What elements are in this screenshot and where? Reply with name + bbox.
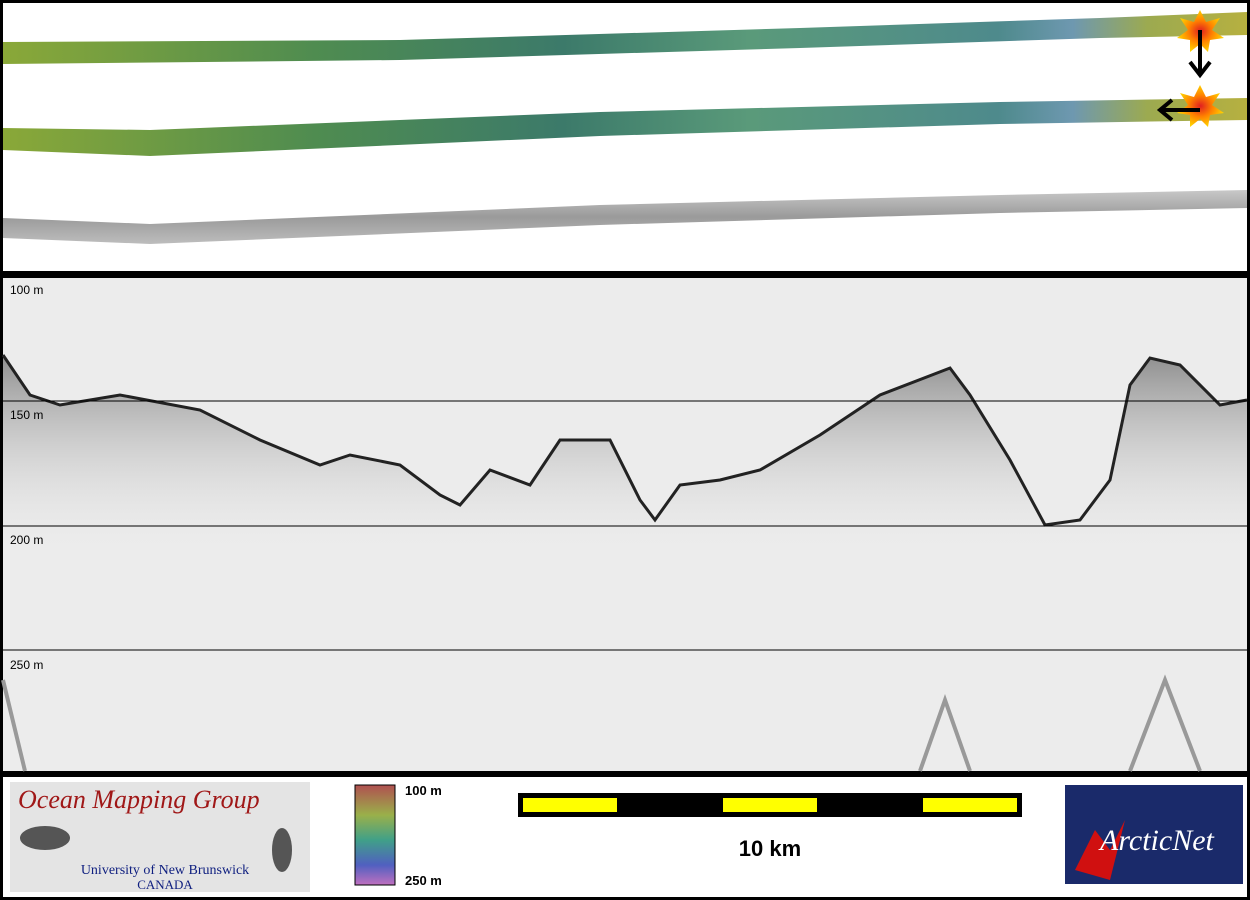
multiple — [1, 674, 1202, 772]
arrow — [1188, 30, 1212, 79]
depth-label: 100 m — [10, 283, 43, 297]
maple-leaf — [1075, 820, 1125, 880]
colorbar-label: 100 m — [405, 783, 442, 798]
sidescan-swath — [3, 190, 1247, 244]
scale-segment — [523, 798, 617, 812]
swath — [3, 12, 1247, 64]
colorbar-label: 250 m — [405, 873, 442, 888]
scale-segment — [723, 798, 817, 812]
arrow — [1156, 98, 1200, 122]
depth-label: 150 m — [10, 408, 43, 422]
star-marker — [1177, 85, 1224, 127]
omg-graphic — [20, 826, 70, 850]
omg-title: Ocean Mapping Group — [18, 785, 260, 814]
depth-label: 200 m — [10, 533, 43, 547]
scale-segment — [923, 798, 1017, 812]
swath — [3, 98, 1247, 156]
colorbar — [354, 784, 396, 886]
backscatter — [3, 355, 1247, 560]
seafloor — [1, 354, 1248, 527]
omg-university: University of New Brunswick — [81, 863, 249, 878]
scale-label: 10 km — [739, 836, 801, 861]
arcticnet-text: ArcticNet — [1098, 824, 1215, 857]
omg-graphic — [272, 828, 292, 872]
depth-label: 250 m — [10, 658, 43, 672]
omg-country: CANADA — [137, 877, 193, 892]
